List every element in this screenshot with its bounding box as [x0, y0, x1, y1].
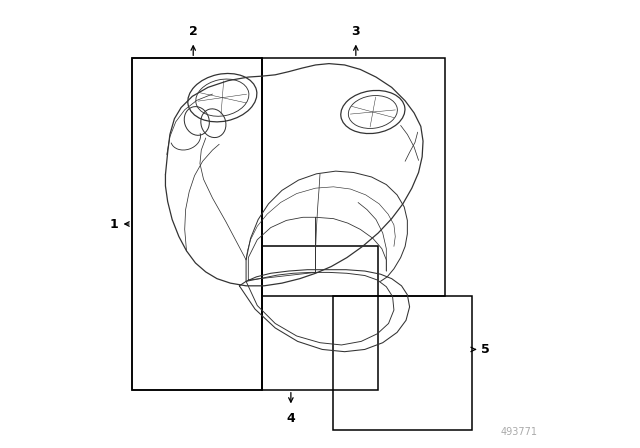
- Bar: [132, 58, 262, 390]
- Bar: [262, 58, 445, 296]
- Text: 5: 5: [481, 343, 490, 356]
- Bar: [333, 296, 472, 430]
- Bar: [262, 246, 378, 390]
- Text: 3: 3: [351, 25, 360, 38]
- Text: 2: 2: [189, 25, 198, 38]
- Text: 1: 1: [109, 217, 118, 231]
- Bar: [132, 58, 262, 390]
- Text: 4: 4: [287, 412, 295, 426]
- Text: 493771: 493771: [500, 427, 538, 437]
